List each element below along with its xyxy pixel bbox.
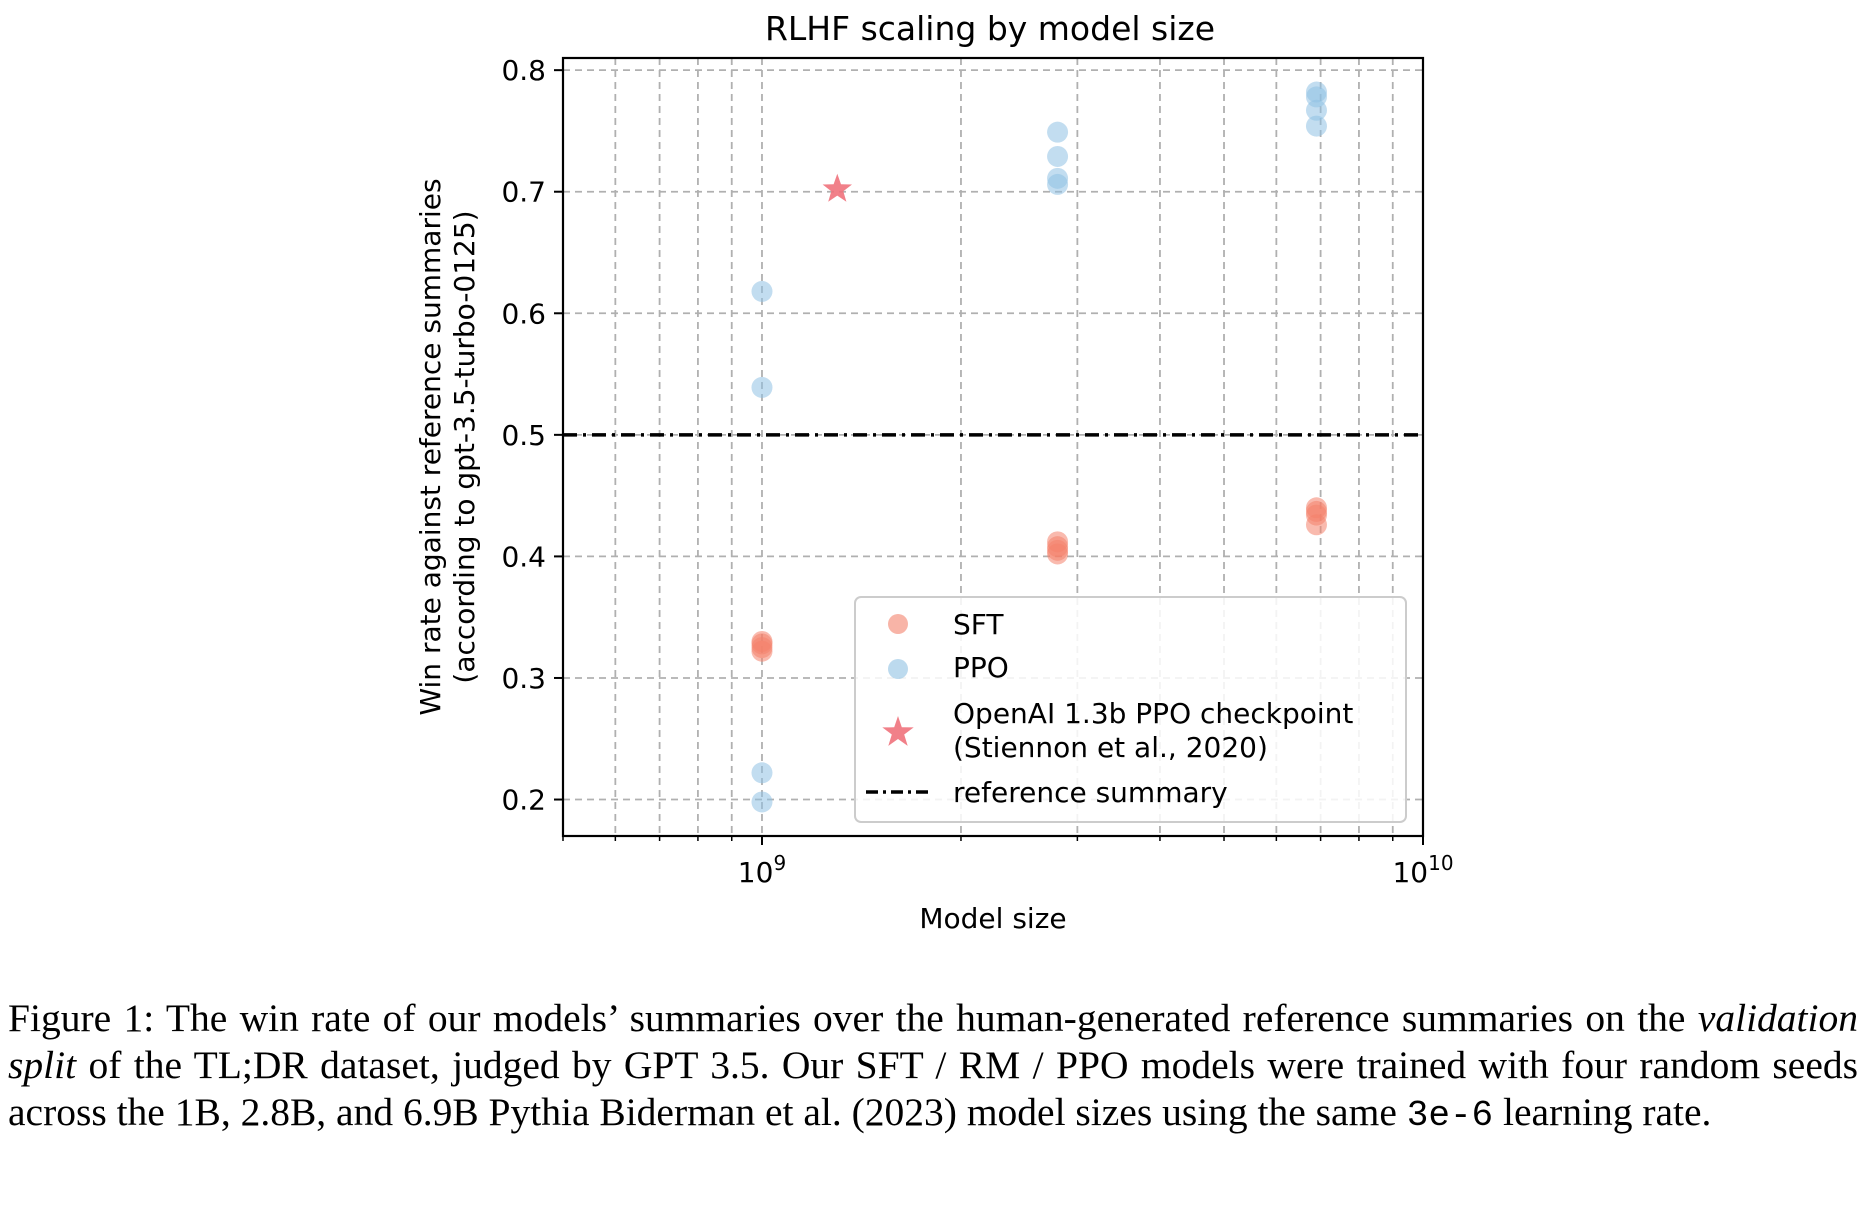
ppo-point	[751, 280, 773, 302]
y-tick-label: 0.8	[501, 54, 546, 87]
ppo-point	[1047, 145, 1069, 167]
x-tick-label-exponent: 9	[773, 851, 786, 875]
ppo-point	[1047, 173, 1069, 195]
legend-sft-marker	[888, 614, 908, 634]
y-tick-label: 0.2	[501, 784, 546, 817]
legend-star-label-line1: OpenAI 1.3b PPO checkpoint	[953, 697, 1353, 730]
legend-ppo-label: PPO	[953, 651, 1009, 684]
sft-point	[1047, 543, 1069, 565]
ppo-point	[751, 791, 773, 813]
y-axis-label-line1: Win rate against reference summaries	[414, 178, 447, 715]
caption-middle: of the TL;DR dataset, judged by GPT 3.5.…	[8, 1043, 1858, 1134]
ppo-point	[1047, 121, 1069, 143]
caption-code: 3e-6	[1406, 1095, 1494, 1136]
y-tick-label: 0.6	[501, 297, 546, 330]
y-tick-label: 0.5	[501, 419, 546, 452]
chart-title: RLHF scaling by model size	[765, 9, 1215, 48]
x-tick-label: 109	[738, 851, 786, 889]
legend-ppo-marker	[888, 659, 908, 679]
chart: RLHF scaling by model size 0.20.30.40.50…	[414, 9, 1454, 935]
legend-star-marker	[882, 716, 914, 746]
x-axis-ticks: 109 1010	[562, 836, 1454, 889]
openai-checkpoint-star	[822, 173, 852, 202]
x-axis-label: Model size	[919, 902, 1066, 935]
y-tick-label: 0.3	[501, 662, 546, 695]
ppo-point	[751, 376, 773, 398]
caption-italic: validation split	[8, 996, 1858, 1087]
ppo-point	[1305, 115, 1327, 137]
ppo-point	[751, 762, 773, 784]
x-tick-label-exponent: 10	[1428, 851, 1453, 875]
y-axis-ticks: 0.2 0.3 0.4 0.5 0.6 0.7 0.8	[501, 54, 563, 817]
sft-point	[751, 640, 773, 662]
plot-frame	[561, 56, 1425, 838]
legend-star-label-line2: (Stiennon et al., 2020)	[953, 731, 1268, 764]
y-axis-label-line2: (according to gpt-3.5-turbo-0125)	[448, 210, 481, 683]
legend-box	[854, 596, 1407, 823]
y-axis-label: Win rate against reference summaries (ac…	[414, 178, 481, 715]
ppo-point	[1305, 99, 1327, 121]
sft-point	[1305, 514, 1327, 536]
legend-reference-label: reference summary	[953, 776, 1228, 809]
legend-sft-label: SFT	[953, 608, 1004, 641]
data-points	[751, 81, 1327, 813]
x-tick-label-base: 10	[738, 856, 774, 889]
y-tick-label: 0.7	[501, 176, 546, 209]
x-tick-label-base: 10	[1392, 856, 1428, 889]
y-tick-label: 0.4	[501, 540, 546, 573]
caption-prefix: Figure 1: The win rate of our models’ su…	[8, 996, 1698, 1040]
legend: SFT PPO OpenAI 1.3b PPO checkpoint (Stie…	[854, 596, 1407, 823]
figure-caption: Figure 1: The win rate of our models’ su…	[8, 995, 1858, 1139]
x-tick-label: 1010	[1392, 851, 1453, 889]
caption-suffix: learning rate.	[1493, 1090, 1712, 1134]
